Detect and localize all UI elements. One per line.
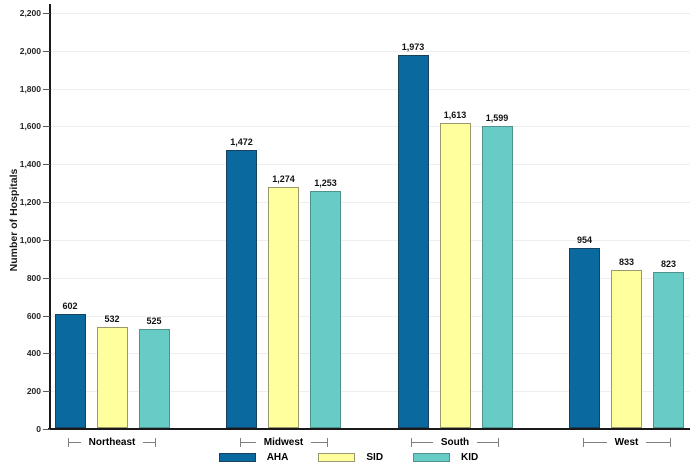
bar-kid-west — [653, 272, 684, 428]
category-bracket-part — [412, 441, 433, 443]
y-axis-tick-label: 200 — [26, 386, 41, 396]
bar-value-label: 823 — [660, 259, 677, 269]
category-bracket-part — [498, 437, 500, 447]
category-label-south: South — [411, 435, 500, 449]
x-axis-line — [48, 428, 690, 430]
y-axis-tick-label: 1,200 — [19, 197, 41, 207]
legend-item-kid: KID — [413, 452, 478, 463]
gridline — [51, 13, 690, 14]
category-bracket-part — [68, 437, 69, 447]
y-axis-tick-label: 1,600 — [19, 121, 41, 131]
y-axis-tick-label: 600 — [26, 311, 41, 321]
gridline — [51, 316, 690, 317]
gridline — [51, 202, 690, 203]
gridline — [51, 391, 690, 392]
legend: AHA SID KID — [0, 449, 697, 465]
bar-value-label: 1,613 — [443, 110, 467, 120]
y-axis-tick-label: 0 — [36, 424, 41, 434]
bar-value-label: 1,973 — [401, 42, 425, 52]
y-axis-tick-label: 2,200 — [19, 8, 41, 18]
category-bracket-part — [646, 441, 670, 443]
category-bracket-part — [583, 441, 607, 443]
y-axis-line — [49, 4, 51, 430]
y-axis-tick-label: 1,400 — [19, 159, 41, 169]
category-bracket-part — [69, 441, 81, 443]
category-bracket-part — [669, 437, 671, 447]
bar-value-label: 602 — [62, 301, 78, 311]
bar-value-label: 1,253 — [314, 178, 337, 188]
legend-label-aha: AHA — [266, 451, 289, 463]
gridline — [51, 353, 690, 354]
bar-value-label: 954 — [576, 235, 593, 245]
y-axis-tick-label: 1,800 — [19, 84, 41, 94]
y-axis-tick-label: 1,000 — [19, 235, 41, 245]
bar-sid-west — [611, 270, 642, 428]
bar-kid-midwest — [310, 191, 341, 428]
legend-swatch-sid — [318, 452, 356, 462]
bar-sid-northeast — [96, 327, 128, 428]
gridline — [51, 51, 690, 52]
y-axis-tick — [43, 51, 50, 52]
category-label-northeast: Northeast — [68, 435, 156, 449]
y-axis-tick — [43, 429, 50, 430]
y-axis-tick-label: 400 — [26, 348, 41, 358]
legend-label-sid: SID — [366, 451, 384, 463]
category-bracket-part — [143, 441, 155, 443]
bar-value-label: 833 — [618, 257, 635, 267]
y-axis-tick — [43, 89, 50, 90]
y-axis-tick — [43, 13, 50, 14]
legend-item-sid: SID — [318, 452, 383, 463]
category-bracket-part — [239, 437, 241, 447]
legend-label-kid: KID — [461, 451, 479, 463]
category-bracket-part — [411, 437, 412, 447]
y-axis-tick — [43, 316, 50, 317]
bar-value-label: 1,274 — [272, 174, 295, 184]
y-axis-tick — [43, 126, 50, 127]
category-bracket-part — [155, 437, 156, 447]
legend-swatch-kid — [413, 452, 451, 462]
gridline — [51, 278, 690, 279]
bar-aha-midwest — [226, 150, 257, 428]
bar-kid-south — [481, 126, 513, 428]
category-bracket-part — [240, 441, 256, 443]
y-axis-title: Number of Hospitals — [8, 168, 20, 272]
y-axis-tick — [43, 164, 50, 165]
bar-value-label: 1,599 — [485, 113, 509, 123]
y-axis-tick-label: 2,000 — [19, 46, 41, 56]
bar-aha-northeast — [54, 314, 86, 428]
category-bracket-part — [311, 441, 327, 443]
y-axis-tick — [43, 391, 50, 392]
y-axis-tick — [43, 353, 50, 354]
y-axis-tick — [43, 278, 50, 279]
y-axis-tick — [43, 202, 50, 203]
y-axis-tick — [43, 240, 50, 241]
bar-value-label: 532 — [104, 314, 120, 324]
category-bracket-part — [326, 437, 328, 447]
category-label-text: Midwest — [263, 436, 304, 448]
y-axis-tick-label: 800 — [26, 273, 41, 283]
category-label-midwest: Midwest — [239, 435, 328, 449]
bar-value-label: 525 — [146, 316, 162, 326]
gridline — [51, 240, 690, 241]
gridline — [51, 126, 690, 127]
legend-item-aha: AHA — [218, 451, 289, 463]
category-label-west: West — [582, 435, 671, 449]
category-label-text: Northeast — [88, 436, 136, 448]
bar-aha-west — [569, 248, 600, 428]
gridline — [51, 89, 690, 90]
bar-sid-midwest — [268, 187, 299, 428]
bar-aha-south — [397, 55, 429, 428]
bar-sid-south — [439, 123, 471, 428]
category-label-text: South — [440, 436, 470, 448]
legend-swatch-aha — [218, 452, 256, 462]
category-label-text: West — [614, 436, 639, 448]
bar-value-label: 1,472 — [230, 137, 253, 147]
gridline — [51, 164, 690, 165]
category-bracket-part — [477, 441, 499, 443]
category-bracket-part — [582, 437, 584, 447]
bar-kid-northeast — [138, 329, 170, 428]
